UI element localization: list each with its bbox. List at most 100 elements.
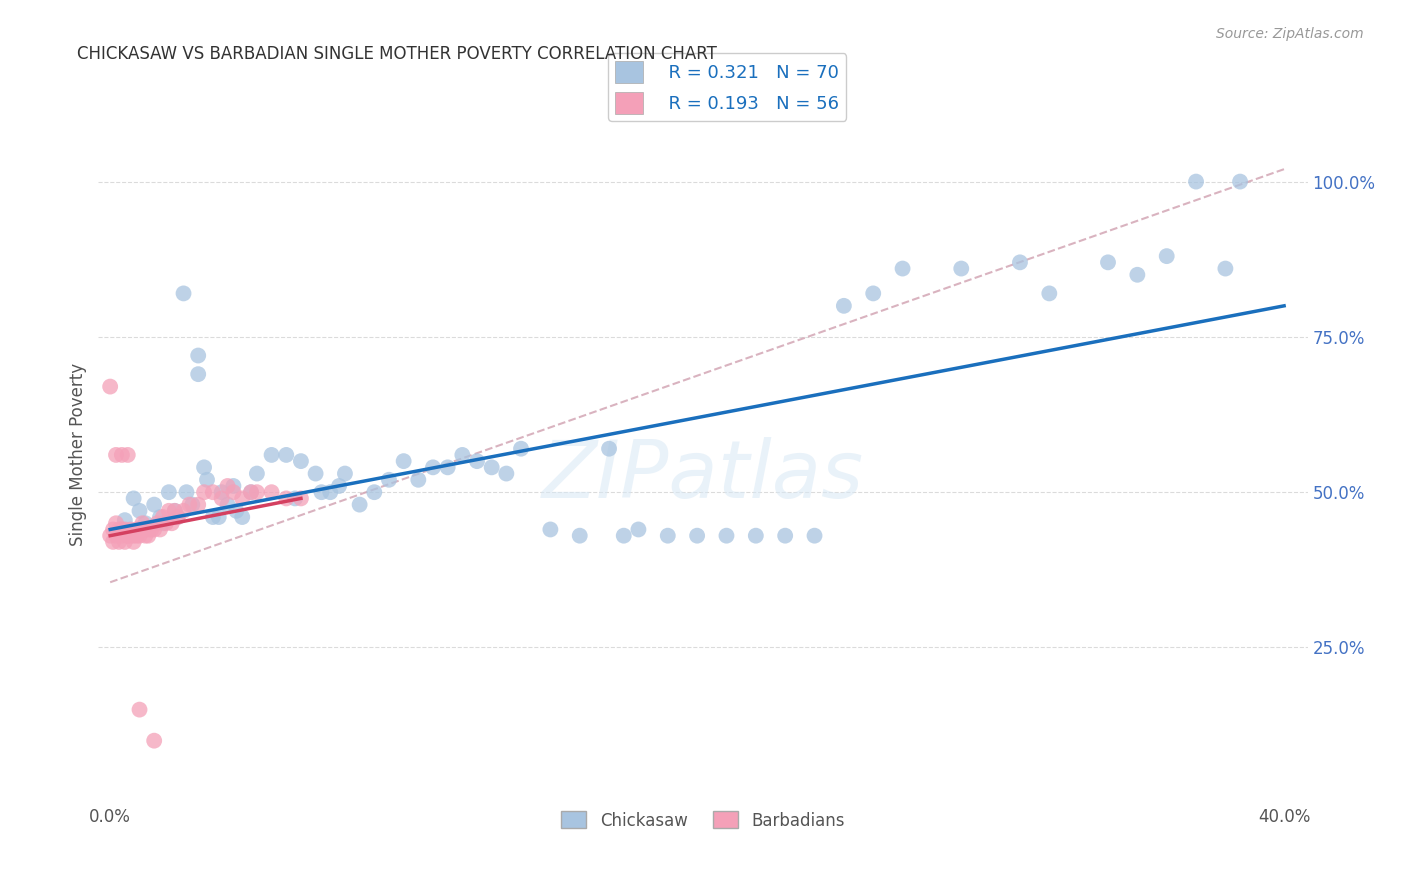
Point	[98, 379, 121, 393]
Point	[773, 529, 796, 543]
Point	[304, 467, 326, 481]
Text: CHICKASAW VS BARBADIAN SINGLE MOTHER POVERTY CORRELATION CHART: CHICKASAW VS BARBADIAN SINGLE MOTHER POV…	[77, 45, 717, 62]
Point	[276, 448, 298, 462]
Point	[105, 516, 128, 531]
Point	[128, 703, 150, 717]
Point	[465, 454, 488, 468]
Point	[152, 516, 174, 531]
Point	[217, 479, 239, 493]
Point	[436, 460, 458, 475]
Point	[803, 529, 825, 543]
Point	[193, 485, 215, 500]
Point	[1156, 249, 1178, 263]
Point	[128, 504, 150, 518]
Point	[260, 448, 283, 462]
Point	[363, 485, 385, 500]
Point	[862, 286, 884, 301]
Point	[311, 485, 333, 500]
Point	[240, 485, 263, 500]
Point	[111, 523, 134, 537]
Point	[181, 498, 204, 512]
Point	[134, 523, 156, 537]
Point	[598, 442, 620, 456]
Point	[111, 529, 134, 543]
Point	[495, 467, 517, 481]
Point	[108, 523, 131, 537]
Text: ZIPatlas: ZIPatlas	[541, 437, 865, 515]
Point	[284, 491, 307, 506]
Point	[408, 473, 430, 487]
Point	[1215, 261, 1237, 276]
Point	[1038, 286, 1060, 301]
Point	[240, 485, 263, 500]
Point	[114, 513, 136, 527]
Point	[155, 516, 177, 531]
Point	[108, 534, 131, 549]
Point	[832, 299, 855, 313]
Point	[328, 479, 350, 493]
Point	[201, 510, 224, 524]
Point	[217, 498, 239, 512]
Point	[136, 529, 159, 543]
Point	[128, 529, 150, 543]
Point	[117, 448, 139, 462]
Point	[290, 491, 312, 506]
Point	[122, 491, 145, 506]
Point	[187, 498, 209, 512]
Point	[111, 448, 134, 462]
Point	[246, 467, 269, 481]
Point	[173, 504, 195, 518]
Point	[657, 529, 679, 543]
Point	[114, 523, 136, 537]
Point	[152, 510, 174, 524]
Point	[481, 460, 503, 475]
Point	[231, 510, 253, 524]
Point	[146, 516, 169, 531]
Point	[1126, 268, 1149, 282]
Point	[120, 523, 142, 537]
Point	[208, 510, 231, 524]
Point	[128, 523, 150, 537]
Point	[1008, 255, 1031, 269]
Point	[745, 529, 768, 543]
Point	[319, 485, 342, 500]
Point	[1229, 175, 1251, 189]
Point	[246, 485, 269, 500]
Point	[686, 529, 709, 543]
Point	[187, 367, 209, 381]
Point	[173, 286, 195, 301]
Point	[125, 529, 148, 543]
Y-axis label: Single Mother Poverty: Single Mother Poverty	[69, 363, 87, 547]
Point	[117, 529, 139, 543]
Point	[131, 516, 153, 531]
Point	[160, 516, 183, 531]
Point	[122, 529, 145, 543]
Point	[716, 529, 738, 543]
Text: Source: ZipAtlas.com: Source: ZipAtlas.com	[1216, 27, 1364, 41]
Point	[211, 485, 233, 500]
Point	[260, 485, 283, 500]
Point	[627, 523, 650, 537]
Point	[950, 261, 973, 276]
Point	[231, 491, 253, 506]
Point	[98, 529, 121, 543]
Point	[538, 523, 561, 537]
Point	[1097, 255, 1119, 269]
Point	[510, 442, 533, 456]
Point	[163, 504, 186, 518]
Point	[193, 460, 215, 475]
Point	[187, 349, 209, 363]
Point	[568, 529, 591, 543]
Point	[114, 534, 136, 549]
Point	[276, 491, 298, 506]
Point	[333, 467, 356, 481]
Point	[105, 529, 128, 543]
Point	[101, 534, 124, 549]
Point	[141, 523, 163, 537]
Point	[613, 529, 636, 543]
Point	[136, 523, 159, 537]
Point	[1185, 175, 1208, 189]
Legend: Chickasaw, Barbadians: Chickasaw, Barbadians	[555, 805, 851, 836]
Point	[149, 510, 172, 524]
Point	[143, 523, 166, 537]
